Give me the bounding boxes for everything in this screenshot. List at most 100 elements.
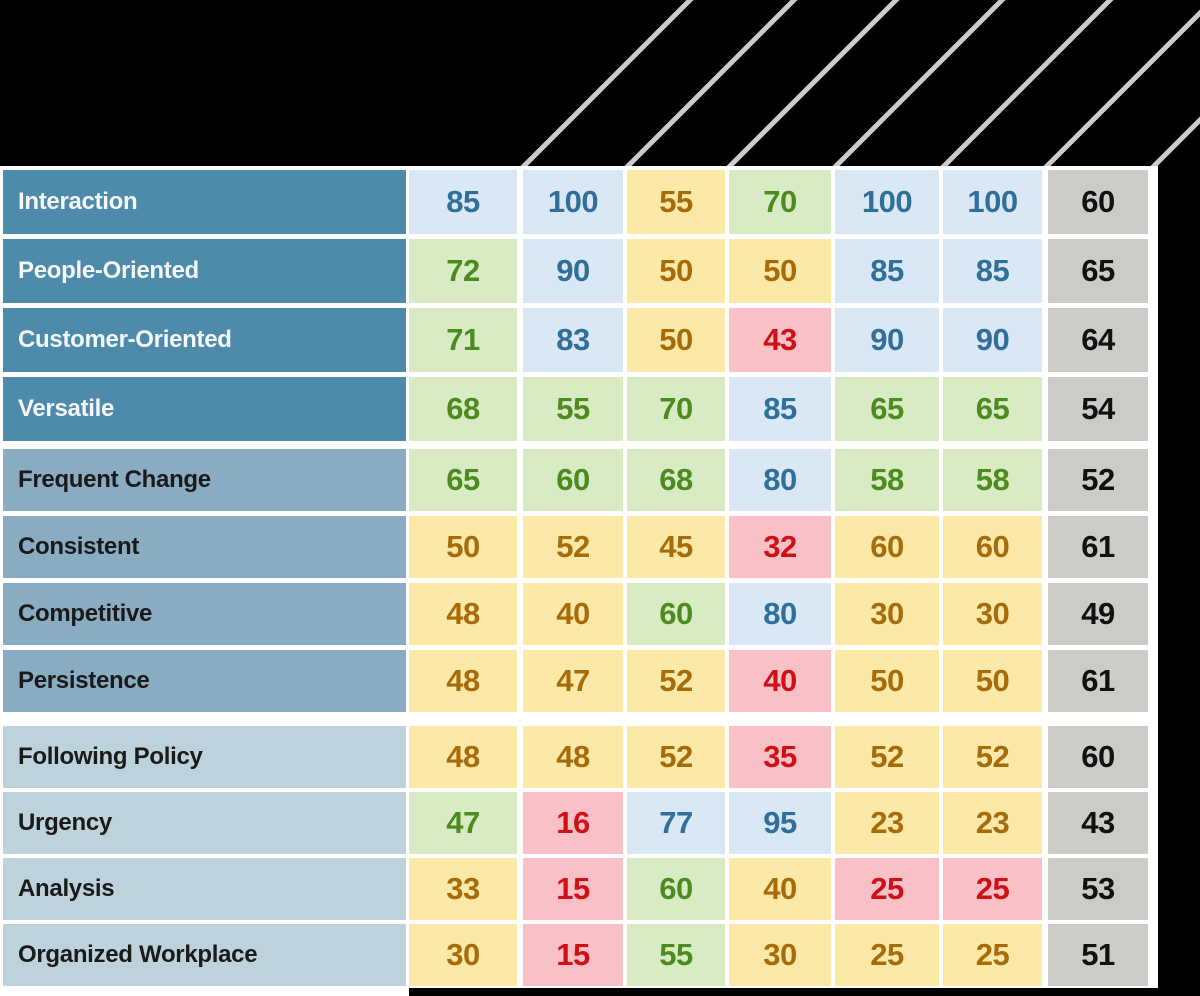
row-label: Interaction — [3, 170, 406, 234]
table-background — [0, 166, 1158, 996]
score-cell: 47 — [409, 792, 517, 854]
score-cell: 49 — [1048, 583, 1148, 645]
score-cell: 71 — [409, 308, 517, 372]
score-cell: 50 — [943, 650, 1042, 712]
score-cell: 35 — [729, 726, 831, 788]
score-cell: 25 — [943, 924, 1042, 986]
score-cell: 90 — [943, 308, 1042, 372]
score-cell: 68 — [627, 449, 725, 511]
score-cell: 40 — [729, 650, 831, 712]
score-cell: 48 — [409, 726, 517, 788]
row-label: People-Oriented — [3, 239, 406, 303]
row-label: Organized Workplace — [3, 924, 406, 986]
score-cell: 60 — [627, 583, 725, 645]
score-cell: 53 — [1048, 858, 1148, 920]
score-cell: 90 — [835, 308, 939, 372]
score-cell: 40 — [729, 858, 831, 920]
score-cell: 30 — [409, 924, 517, 986]
score-cell: 45 — [627, 516, 725, 578]
score-cell: 30 — [943, 583, 1042, 645]
score-cell: 100 — [835, 170, 939, 234]
score-cell: 80 — [729, 583, 831, 645]
score-cell: 100 — [943, 170, 1042, 234]
score-cell: 16 — [523, 792, 623, 854]
score-cell: 80 — [729, 449, 831, 511]
score-cell: 52 — [627, 650, 725, 712]
score-cell: 95 — [729, 792, 831, 854]
score-cell: 25 — [835, 924, 939, 986]
score-cell: 60 — [523, 449, 623, 511]
score-cell: 54 — [1048, 377, 1148, 441]
score-cell: 85 — [409, 170, 517, 234]
score-cell: 64 — [1048, 308, 1148, 372]
row-label: Following Policy — [3, 726, 406, 788]
score-cell: 52 — [523, 516, 623, 578]
score-cell: 60 — [627, 858, 725, 920]
row-label: Urgency — [3, 792, 406, 854]
score-cell: 51 — [1048, 924, 1148, 986]
score-cell: 60 — [835, 516, 939, 578]
score-cell: 52 — [1048, 449, 1148, 511]
score-cell: 58 — [943, 449, 1042, 511]
score-cell: 23 — [835, 792, 939, 854]
score-cell: 25 — [835, 858, 939, 920]
score-cell: 65 — [835, 377, 939, 441]
score-cell: 100 — [523, 170, 623, 234]
row-label: Analysis — [3, 858, 406, 920]
score-cell: 55 — [523, 377, 623, 441]
score-cell: 77 — [627, 792, 725, 854]
score-cell: 48 — [409, 650, 517, 712]
score-cell: 30 — [835, 583, 939, 645]
bottom-crop-strip — [409, 988, 1158, 996]
score-cell: 85 — [729, 377, 831, 441]
row-label: Persistence — [3, 650, 406, 712]
score-cell: 65 — [1048, 239, 1148, 303]
score-cell: 58 — [835, 449, 939, 511]
row-label: Consistent — [3, 516, 406, 578]
score-cell: 85 — [835, 239, 939, 303]
score-cell: 68 — [409, 377, 517, 441]
score-cell: 50 — [409, 516, 517, 578]
score-cell: 70 — [627, 377, 725, 441]
score-cell: 47 — [523, 650, 623, 712]
score-cell: 48 — [523, 726, 623, 788]
score-cell: 40 — [523, 583, 623, 645]
score-cell: 52 — [627, 726, 725, 788]
score-cell: 65 — [409, 449, 517, 511]
row-label: Frequent Change — [3, 449, 406, 511]
score-cell: 50 — [627, 308, 725, 372]
score-cell: 32 — [729, 516, 831, 578]
rotated-column-header-divider-lines — [519, 0, 1200, 167]
score-cell: 48 — [409, 583, 517, 645]
score-cell: 43 — [729, 308, 831, 372]
score-cell: 83 — [523, 308, 623, 372]
score-cell: 85 — [943, 239, 1042, 303]
score-cell: 65 — [943, 377, 1042, 441]
score-cell: 70 — [729, 170, 831, 234]
score-cell: 72 — [409, 239, 517, 303]
score-cell: 25 — [943, 858, 1042, 920]
score-cell: 50 — [729, 239, 831, 303]
score-cell: 52 — [943, 726, 1042, 788]
row-label: Customer-Oriented — [3, 308, 406, 372]
score-cell: 90 — [523, 239, 623, 303]
score-cell: 60 — [1048, 726, 1148, 788]
score-cell: 43 — [1048, 792, 1148, 854]
score-cell: 60 — [1048, 170, 1148, 234]
score-cell: 50 — [627, 239, 725, 303]
score-cell: 55 — [627, 170, 725, 234]
score-cell: 33 — [409, 858, 517, 920]
score-cell: 60 — [943, 516, 1042, 578]
score-cell: 15 — [523, 924, 623, 986]
score-cell: 61 — [1048, 516, 1148, 578]
score-cell: 55 — [627, 924, 725, 986]
score-cell: 15 — [523, 858, 623, 920]
score-cell: 50 — [835, 650, 939, 712]
score-cell: 52 — [835, 726, 939, 788]
row-label: Versatile — [3, 377, 406, 441]
score-cell: 30 — [729, 924, 831, 986]
row-label: Competitive — [3, 583, 406, 645]
score-cell: 23 — [943, 792, 1042, 854]
score-cell: 61 — [1048, 650, 1148, 712]
